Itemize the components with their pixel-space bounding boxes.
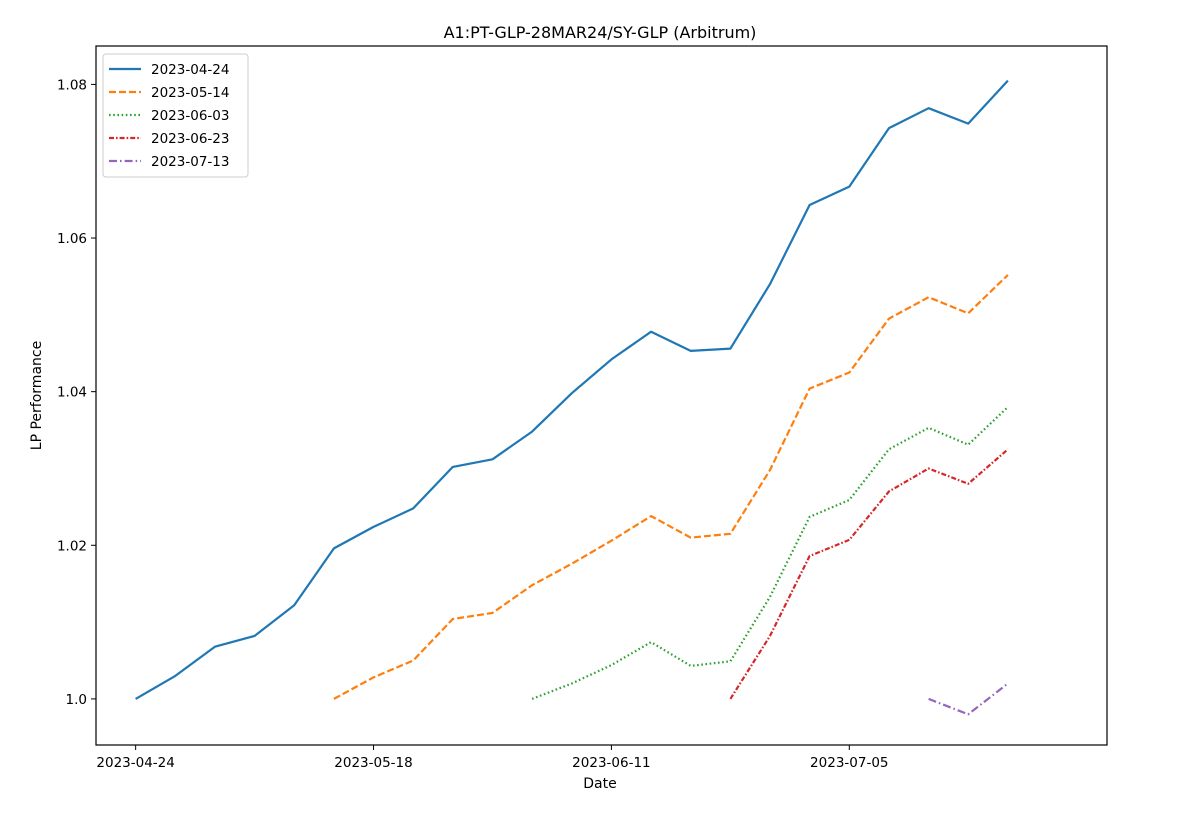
y-tick-label: 1.0 <box>66 692 87 708</box>
x-tick-label: 2023-06-11 <box>572 755 650 771</box>
y-tick-label: 1.02 <box>57 538 87 554</box>
y-tick-label: 1.08 <box>57 77 87 93</box>
y-axis: 1.0 1.02 1.04 1.06 1.08 <box>57 77 96 708</box>
plot-frame <box>95 45 1108 746</box>
chart-title: A1:PT-GLP-28MAR24/SY-GLP (Arbitrum) <box>444 23 757 42</box>
series-line-2023-05-14 <box>333 274 1009 700</box>
x-tick-label: 2023-04-24 <box>96 755 174 771</box>
x-axis: 2023-04-24 2023-05-18 2023-06-11 2023-07-05 <box>96 745 889 771</box>
series-line-2023-06-23 <box>729 448 1009 700</box>
y-tick-label: 1.06 <box>57 231 87 247</box>
legend-label: 2023-04-24 <box>151 62 229 78</box>
series-line-2023-07-13 <box>928 682 1009 716</box>
x-axis-label: Date <box>583 776 616 792</box>
legend-label: 2023-06-03 <box>151 108 229 124</box>
legend-box <box>102 53 249 178</box>
legend-label: 2023-07-13 <box>151 154 229 170</box>
y-tick-label: 1.04 <box>57 385 87 401</box>
series-line-2023-04-24 <box>135 79 1009 700</box>
y-axis-label: LP Performance <box>29 341 45 450</box>
legend-label: 2023-06-23 <box>151 131 229 147</box>
x-tick-label: 2023-07-05 <box>810 755 888 771</box>
legend-label: 2023-05-14 <box>151 85 229 101</box>
legend: 2023-04-24 2023-05-14 2023-06-03 2023-06-23… <box>102 53 249 178</box>
plot-area <box>135 79 1009 716</box>
x-tick-label: 2023-05-18 <box>334 755 412 771</box>
